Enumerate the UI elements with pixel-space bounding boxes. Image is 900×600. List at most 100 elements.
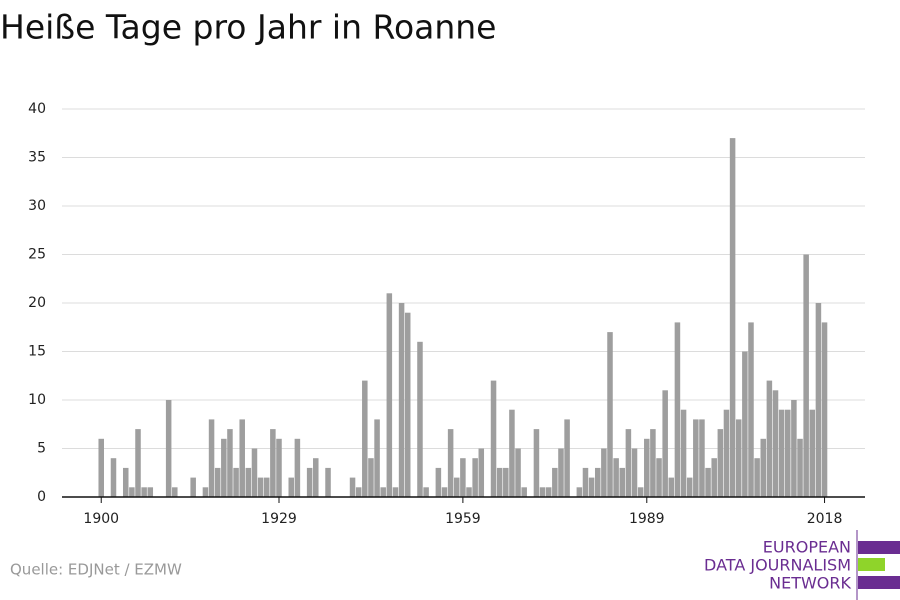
bar bbox=[588, 477, 595, 497]
bar bbox=[460, 458, 466, 497]
bar bbox=[558, 448, 564, 497]
bar bbox=[613, 458, 619, 497]
bar bbox=[545, 487, 552, 497]
bar bbox=[772, 390, 779, 497]
bar bbox=[423, 487, 429, 497]
bar bbox=[766, 380, 773, 497]
y-tick-label: 40 bbox=[28, 101, 46, 117]
y-tick-label: 30 bbox=[28, 198, 46, 214]
x-tick-label: 1900 bbox=[83, 511, 119, 527]
bar bbox=[674, 322, 681, 497]
logo-text: NETWORK bbox=[769, 574, 851, 593]
x-tick-label: 1989 bbox=[629, 511, 665, 527]
bar bbox=[785, 409, 791, 497]
bar bbox=[778, 409, 785, 497]
bar bbox=[582, 467, 589, 497]
bar bbox=[165, 400, 172, 497]
bar bbox=[503, 467, 509, 497]
bar bbox=[263, 477, 270, 497]
bar bbox=[656, 458, 662, 497]
bar bbox=[607, 332, 613, 497]
bar bbox=[619, 467, 626, 497]
bar bbox=[650, 429, 656, 497]
bar bbox=[208, 419, 215, 497]
bar bbox=[742, 351, 748, 497]
logo-bar bbox=[858, 558, 885, 571]
bar bbox=[227, 429, 233, 497]
bar bbox=[135, 429, 141, 497]
y-tick-label: 25 bbox=[28, 247, 46, 263]
bar bbox=[447, 429, 454, 497]
bar bbox=[803, 254, 809, 497]
logo: EUROPEAN DATA JOURNALISM NETWORK bbox=[704, 530, 900, 600]
logo-text: DATA JOURNALISM bbox=[704, 556, 851, 575]
bar bbox=[239, 419, 245, 497]
bar bbox=[172, 487, 178, 497]
y-tick-label: 5 bbox=[37, 441, 46, 457]
bar bbox=[349, 477, 356, 497]
bar bbox=[699, 419, 705, 497]
bar bbox=[386, 293, 393, 497]
bar bbox=[668, 477, 675, 497]
bar bbox=[435, 467, 442, 497]
bar bbox=[552, 467, 558, 497]
x-tick-label: 2018 bbox=[807, 511, 843, 527]
bar bbox=[509, 409, 515, 497]
bar bbox=[809, 409, 816, 497]
bar bbox=[521, 487, 527, 497]
bar bbox=[122, 467, 129, 497]
bar bbox=[441, 487, 448, 497]
bar bbox=[392, 487, 399, 497]
x-tick-label: 1929 bbox=[261, 511, 297, 527]
bar bbox=[723, 409, 730, 497]
bar bbox=[594, 467, 601, 497]
y-tick-label: 20 bbox=[28, 295, 46, 311]
bar bbox=[815, 303, 822, 497]
bar bbox=[306, 467, 313, 497]
y-tick-label: 10 bbox=[28, 392, 46, 408]
bar bbox=[754, 458, 760, 497]
bar bbox=[221, 438, 227, 497]
bar bbox=[625, 429, 632, 497]
bar bbox=[693, 419, 699, 497]
bar bbox=[288, 477, 295, 497]
bar bbox=[270, 429, 276, 497]
bar bbox=[490, 380, 497, 497]
bar bbox=[821, 322, 828, 497]
bar bbox=[398, 303, 405, 497]
bar bbox=[735, 419, 742, 497]
bar bbox=[325, 467, 331, 497]
bar bbox=[98, 438, 104, 497]
bar bbox=[294, 438, 301, 497]
logo-bar bbox=[858, 576, 900, 589]
logo-bar bbox=[858, 541, 900, 554]
bar bbox=[251, 448, 258, 497]
bar bbox=[313, 458, 319, 497]
y-tick-label: 0 bbox=[37, 489, 46, 505]
bar bbox=[257, 477, 264, 497]
bar bbox=[729, 138, 736, 497]
bar bbox=[711, 458, 717, 497]
bar bbox=[214, 467, 221, 497]
chart-title: Heiße Tage pro Jahr in Roanne bbox=[0, 8, 496, 47]
bar bbox=[374, 419, 380, 497]
bar bbox=[644, 438, 650, 497]
bar bbox=[362, 380, 368, 497]
bar bbox=[748, 322, 754, 497]
bar bbox=[717, 429, 724, 497]
bar bbox=[760, 438, 767, 497]
bar bbox=[190, 477, 196, 497]
bar bbox=[355, 487, 362, 497]
bar bbox=[472, 458, 478, 497]
bar bbox=[539, 487, 546, 497]
bar bbox=[637, 487, 644, 497]
y-tick-label: 15 bbox=[28, 344, 46, 360]
bar bbox=[601, 448, 607, 497]
bar bbox=[533, 429, 540, 497]
bar bbox=[705, 467, 711, 497]
y-tick-label: 35 bbox=[28, 150, 46, 166]
bar bbox=[453, 477, 460, 497]
bar bbox=[276, 438, 282, 497]
bar bbox=[515, 448, 521, 497]
